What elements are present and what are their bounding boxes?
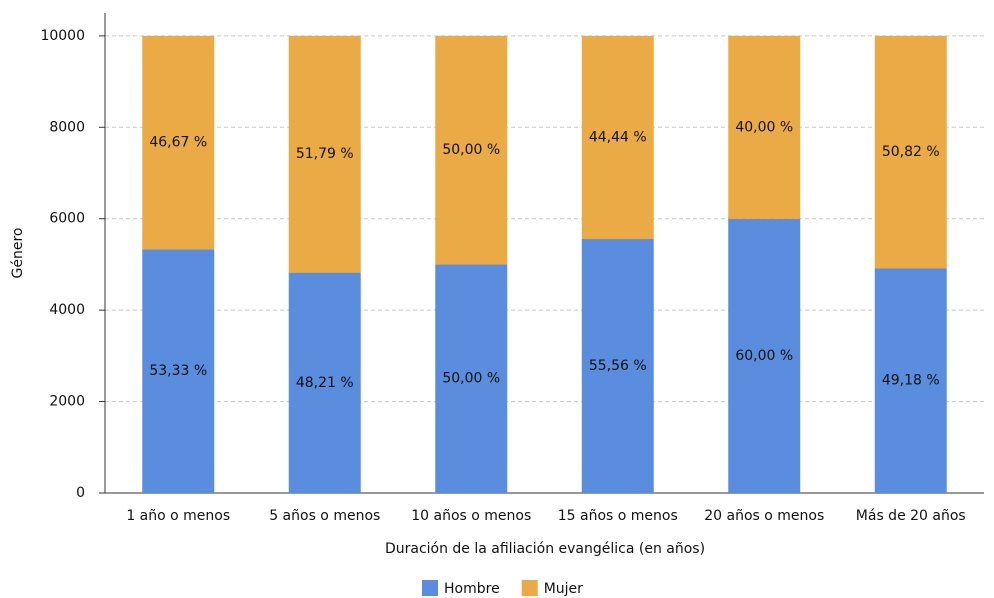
x-axis-label: Duración de la afiliación evangélica (en…	[385, 541, 705, 557]
x-tick-label: 20 años o menos	[704, 508, 824, 524]
bar-segment	[435, 264, 508, 493]
bar-segment	[581, 239, 654, 493]
data-label: 49,18 %	[882, 373, 940, 389]
y-tick-label: 10000	[40, 28, 85, 44]
x-tick-label: 5 años o menos	[269, 508, 380, 524]
x-tick-label: 10 años o menos	[411, 508, 531, 524]
legend-label: Hombre	[444, 581, 500, 597]
data-label: 51,79 %	[296, 146, 354, 162]
data-label: 50,82 %	[882, 144, 940, 160]
x-tick-label: 15 años o menos	[558, 508, 678, 524]
data-label: 48,21 %	[296, 375, 354, 391]
data-label: 40,00 %	[735, 119, 793, 135]
x-tick-label: Más de 20 años	[856, 508, 966, 524]
data-label: 60,00 %	[735, 348, 793, 364]
y-axis-label: Género	[10, 228, 26, 279]
data-label: 53,33 %	[149, 363, 207, 379]
legend-swatch	[422, 580, 438, 596]
y-tick-label: 4000	[49, 302, 85, 318]
y-tick-label: 8000	[49, 119, 85, 135]
y-tick-label: 2000	[49, 394, 85, 410]
data-label: 46,67 %	[149, 135, 207, 151]
legend-swatch	[521, 580, 538, 596]
bar-segment	[874, 35, 947, 269]
legend-label: Mujer	[544, 581, 583, 597]
bar-segment	[435, 35, 508, 265]
bar-segment	[288, 272, 361, 493]
bar-segment	[142, 249, 215, 493]
bar-segment	[288, 35, 361, 273]
data-label: 44,44 %	[589, 129, 647, 145]
bar-segment	[728, 35, 801, 219]
bar-segment	[728, 218, 801, 493]
y-tick-label: 0	[76, 485, 85, 501]
y-tick-label: 6000	[49, 211, 85, 227]
bar-segment	[874, 268, 947, 493]
data-label: 50,00 %	[442, 371, 500, 387]
data-label: 55,56 %	[589, 358, 647, 374]
x-tick-label: 1 año o menos	[126, 508, 230, 524]
bar-segment	[142, 35, 215, 250]
data-label: 50,00 %	[442, 142, 500, 158]
bar-segment	[581, 35, 654, 240]
